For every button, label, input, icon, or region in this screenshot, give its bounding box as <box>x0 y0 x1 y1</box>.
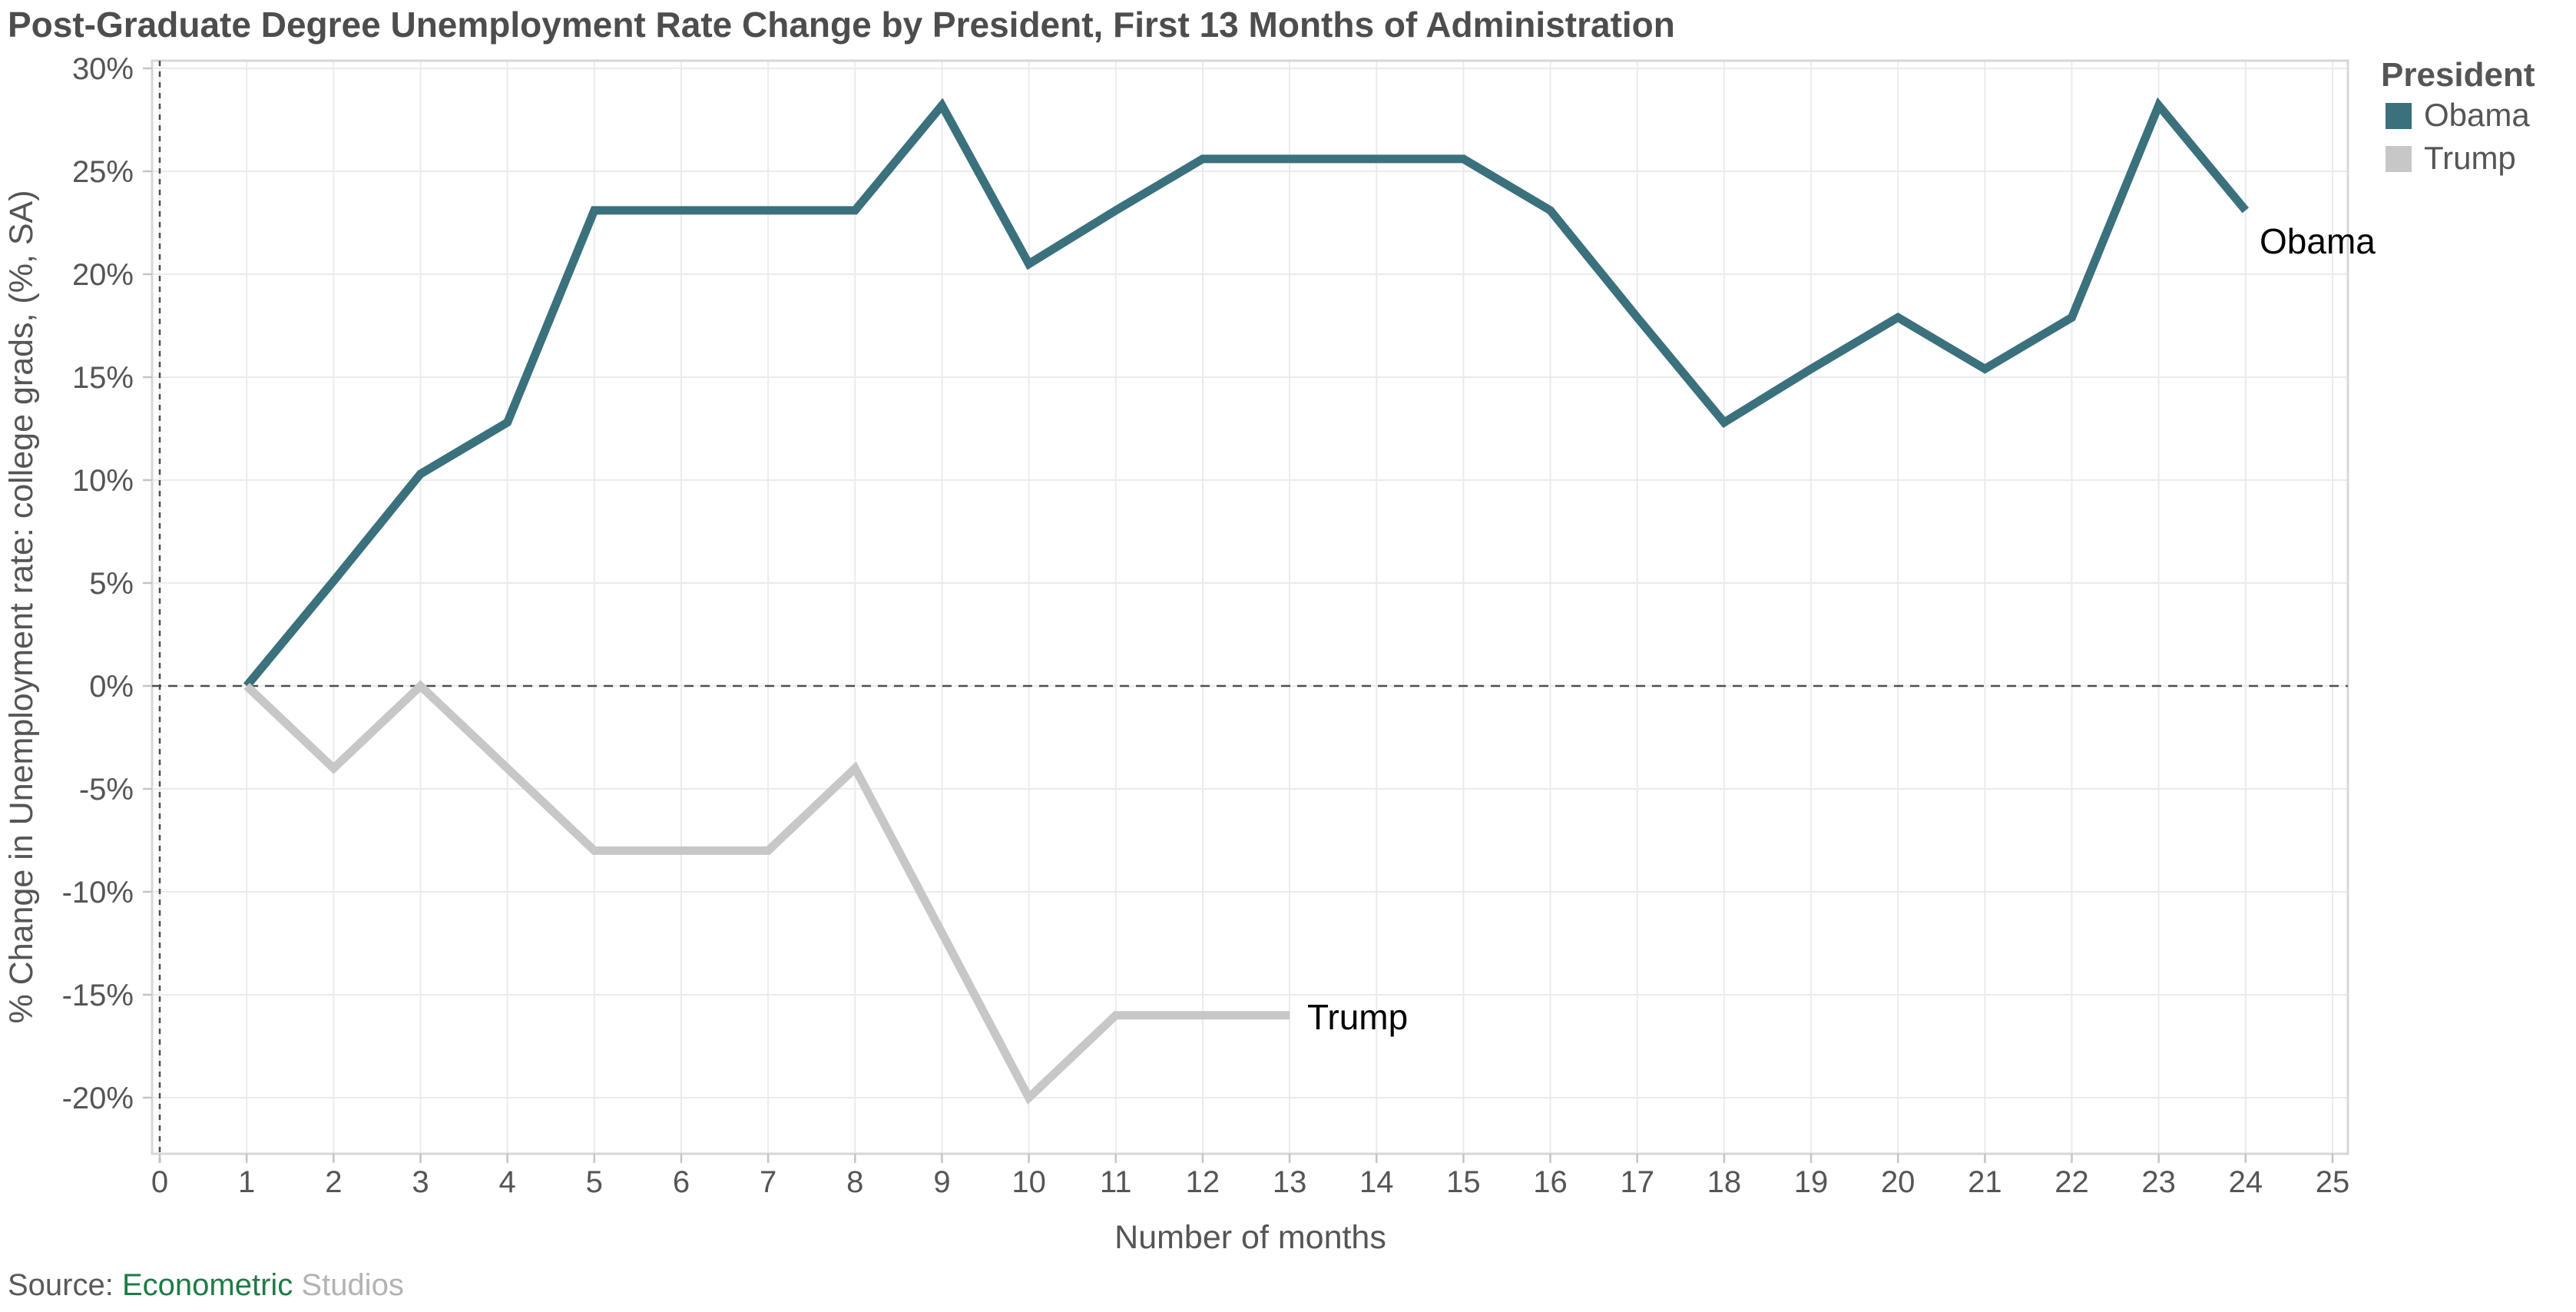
x-tick-label: 12 <box>1186 1165 1220 1199</box>
x-tick-label: 7 <box>760 1165 776 1199</box>
y-tick-label: 20% <box>72 258 134 292</box>
y-tick-label: 30% <box>72 52 134 86</box>
y-tick-label: -5% <box>79 773 134 807</box>
chart-title: Post-Graduate Degree Unemployment Rate C… <box>8 5 1675 45</box>
x-tick-label: 17 <box>1620 1165 1654 1199</box>
y-tick-label: 0% <box>89 670 134 704</box>
source-brand: Econometric <box>122 1268 293 1302</box>
x-tick-label: 6 <box>673 1165 690 1199</box>
legend-label-obama[interactable]: Obama <box>2424 97 2530 133</box>
y-tick-label: 25% <box>72 155 134 189</box>
trump-series-label: Trump <box>1307 997 1408 1037</box>
x-axis-title: Number of months <box>1114 1219 1386 1256</box>
x-tick-label: 19 <box>1794 1165 1829 1199</box>
y-tick-label: 10% <box>72 464 134 498</box>
y-tick-label: -20% <box>62 1082 134 1115</box>
legend-label-trump[interactable]: Trump <box>2424 140 2516 176</box>
x-tick-label: 10 <box>1012 1165 1046 1199</box>
y-tick-label: 15% <box>72 361 134 395</box>
x-tick-label: 5 <box>586 1165 603 1199</box>
x-tick-label: 24 <box>2229 1165 2263 1199</box>
x-tick-label: 18 <box>1707 1165 1742 1199</box>
reference-lines <box>152 61 2348 1163</box>
source-line: Source: Econometric Studios <box>8 1268 404 1302</box>
x-tick-label: 3 <box>412 1165 429 1199</box>
x-tick-label: 9 <box>933 1165 950 1199</box>
x-tick-label: 4 <box>499 1165 516 1199</box>
x-tick-label: 21 <box>1968 1165 2002 1199</box>
y-tick-label: -10% <box>62 876 134 909</box>
plot-border <box>151 59 2349 1155</box>
x-tick-label: 2 <box>325 1165 342 1199</box>
y-tick-label: 5% <box>89 567 134 601</box>
x-tick-label: 0 <box>151 1165 168 1199</box>
legend-title: President <box>2381 56 2535 94</box>
series-line-obama <box>243 97 2250 689</box>
series-line-trump <box>243 680 1290 1105</box>
axis-ticks-and-labels: 0 1 2 3 4 5 6 7 8 9 10 11 12 13 14 15 16 17 18 19 20 21 22 23 24… <box>62 52 2350 1199</box>
legend: President Obama Trump <box>2381 56 2535 176</box>
x-tick-label: 23 <box>2141 1165 2176 1199</box>
x-tick-label: 14 <box>1359 1165 1394 1199</box>
x-tick-label: 25 <box>2316 1165 2350 1199</box>
data-series-lines <box>243 97 2250 1105</box>
x-tick-label: 16 <box>1533 1165 1568 1199</box>
x-tick-label: 15 <box>1446 1165 1481 1199</box>
plot-frame <box>151 59 2349 1155</box>
gridlines <box>152 61 2348 1154</box>
y-tick-label: -15% <box>62 979 134 1012</box>
x-tick-label: 22 <box>2055 1165 2089 1199</box>
obama-series-label: Obama <box>2260 221 2376 261</box>
x-tick-label: 13 <box>1273 1165 1307 1199</box>
x-tick-label: 20 <box>1881 1165 1915 1199</box>
legend-swatch-obama[interactable] <box>2386 103 2412 129</box>
source-suffix: Studios <box>293 1268 404 1302</box>
x-tick-label: 8 <box>846 1165 863 1199</box>
legend-swatch-trump[interactable] <box>2386 146 2412 172</box>
source-prefix: Source: <box>8 1268 122 1302</box>
y-axis-title: % Change in Unemployment rate: college g… <box>3 190 40 1023</box>
x-tick-label: 1 <box>238 1165 255 1199</box>
x-tick-label: 11 <box>1100 1165 1132 1199</box>
